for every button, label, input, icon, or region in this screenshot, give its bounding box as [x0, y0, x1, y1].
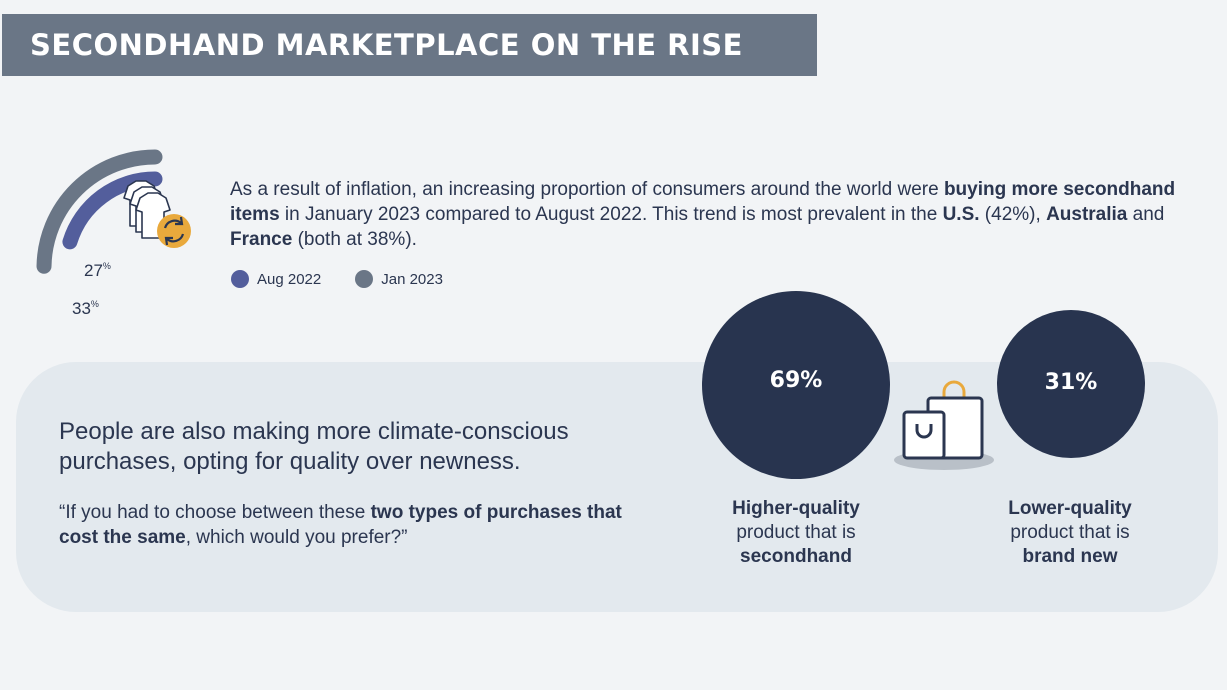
option-brand-new-line3: brand new	[1022, 546, 1118, 567]
intro-paragraph: As a result of inflation, an increasing …	[230, 179, 1176, 250]
survey-question: “If you had to choose between these two …	[59, 502, 622, 548]
option-secondhand-line1: Higher-quality	[732, 498, 860, 519]
arc-aug-2022	[62, 171, 163, 250]
legend-label-aug-2022: Aug 2022	[257, 270, 322, 288]
jan-2023-value-label: 33%	[72, 299, 99, 318]
page-title: SECONDHAND MARKETPLACE ON THE RISE	[30, 28, 743, 62]
bubble-value-brand-new: 31%	[1044, 369, 1098, 395]
legend-swatch-aug-2022	[231, 270, 249, 288]
option-brand-new-line2: product that is	[1010, 522, 1130, 543]
bubble-brand-new: 31%	[997, 310, 1145, 458]
arc-chart	[36, 149, 163, 274]
legend-swatch-jan-2023	[355, 270, 374, 288]
aug-2022-value-label: 27%	[84, 261, 111, 280]
legend-item-aug-2022: Aug 2022	[231, 270, 321, 288]
clothes-recycle-icon	[123, 180, 191, 248]
title-banner: SECONDHAND MARKETPLACE ON THE RISE	[2, 14, 817, 76]
bubble-secondhand: 69%	[702, 291, 890, 479]
shopping-bags-icon	[894, 380, 994, 470]
legend-item-jan-2023: Jan 2023	[355, 270, 443, 288]
option-secondhand: Higher-quality product that is secondhan…	[706, 497, 886, 569]
panel-headline: People are also making more climate-cons…	[59, 418, 569, 475]
arc-jan-2023	[36, 149, 163, 274]
chart-legend: Aug 2022 Jan 2023	[231, 270, 443, 288]
option-brand-new: Lower-quality product that is brand new	[980, 497, 1160, 569]
option-secondhand-line2: product that is	[736, 522, 856, 543]
bubble-value-secondhand: 69%	[769, 367, 823, 393]
legend-label-jan-2023: Jan 2023	[381, 270, 443, 288]
option-secondhand-line3: secondhand	[740, 546, 852, 567]
option-brand-new-line1: Lower-quality	[1008, 498, 1132, 519]
